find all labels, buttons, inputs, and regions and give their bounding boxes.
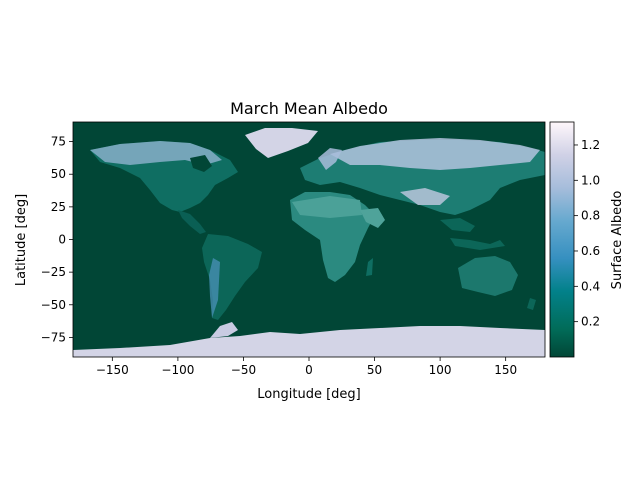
tibet-snow	[400, 188, 450, 205]
scandinavia	[318, 148, 342, 170]
y-tick-label: −75	[41, 330, 66, 344]
x-tick-label: 0	[305, 363, 313, 377]
colorbar-ticks: 0.2 0.4 0.6 0.8 1.0 1.2	[574, 138, 600, 329]
colorbar-tick-label: 0.2	[581, 315, 600, 329]
greenland-ice	[245, 128, 318, 158]
colorbar	[549, 121, 575, 358]
y-axis-ticks: 75 50 25 0 −25 −50 −75	[41, 135, 73, 344]
central-america	[178, 210, 206, 234]
y-tick-label: 75	[51, 135, 66, 149]
andes	[209, 258, 220, 318]
y-tick-label: 0	[58, 233, 66, 247]
colorbar-tick-label: 0.8	[581, 209, 600, 223]
map-area	[73, 122, 545, 357]
x-tick-label: −50	[231, 363, 256, 377]
antarctic-peninsula	[210, 322, 238, 338]
indonesia	[450, 238, 505, 250]
x-tick-label: −100	[161, 363, 194, 377]
y-tick-label: −50	[41, 298, 66, 312]
siberia-snow	[330, 138, 540, 170]
southeast-asia	[440, 218, 475, 232]
arabia	[360, 208, 385, 228]
hudson-bay	[190, 155, 212, 172]
antarctica	[73, 326, 545, 357]
colorbar-tick-label: 0.4	[581, 279, 600, 293]
colorbar-tick-label: 1.2	[581, 138, 600, 152]
chart-title: March Mean Albedo	[230, 99, 388, 118]
y-tick-label: 50	[51, 167, 66, 181]
australia	[458, 256, 518, 296]
x-tick-label: −150	[96, 363, 129, 377]
y-tick-label: 25	[51, 200, 66, 214]
x-tick-label: 50	[367, 363, 382, 377]
colorbar-tick-label: 1.0	[581, 173, 600, 187]
y-axis-label: Latitude [deg]	[14, 194, 29, 286]
x-tick-label: 100	[429, 363, 452, 377]
x-axis-ticks: −150 −100 −50 0 50 100 150	[96, 357, 517, 377]
new-zealand	[527, 298, 536, 310]
sahara	[292, 196, 362, 218]
x-tick-label: 150	[494, 363, 517, 377]
north-america-snow	[90, 141, 222, 165]
colorbar-label: Surface Albedo	[610, 191, 625, 290]
y-tick-label: −25	[41, 265, 66, 279]
madagascar	[366, 258, 373, 276]
colorbar-tick-label: 0.6	[581, 244, 600, 258]
x-axis-label: Longitude [deg]	[257, 387, 360, 402]
